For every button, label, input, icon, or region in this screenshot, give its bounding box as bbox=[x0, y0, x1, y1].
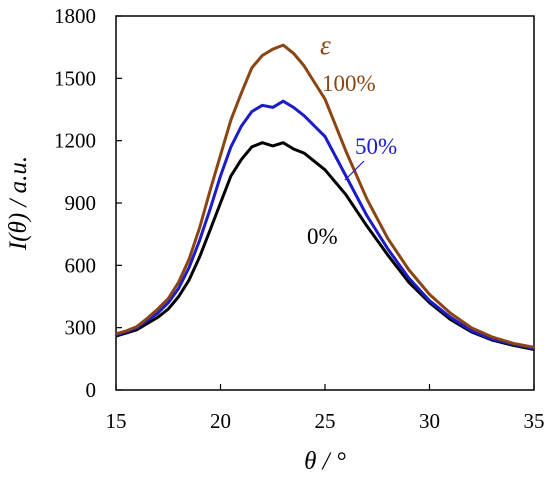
x-tick-label: 15 bbox=[106, 409, 127, 433]
y-axis-title: I(θ) / a.u. bbox=[5, 156, 32, 251]
series-line-0 bbox=[115, 141, 535, 351]
x-tick-label: 25 bbox=[315, 409, 336, 433]
series-label-100: 100% bbox=[322, 71, 376, 96]
y-tick-label: 900 bbox=[65, 191, 97, 215]
series-label-0: 0% bbox=[307, 224, 338, 249]
x-axis-ticks: 15 20 25 30 35 bbox=[106, 384, 545, 433]
series-label-50: 50% bbox=[355, 134, 397, 159]
y-tick-label: 300 bbox=[65, 316, 97, 340]
y-tick-label: 0 bbox=[86, 378, 97, 402]
y-axis-ticks: 0 300 600 900 1200 1500 1800 bbox=[54, 4, 122, 402]
x-axis-title: θ / ° bbox=[304, 448, 346, 475]
series-line-1 bbox=[115, 99, 535, 350]
y-tick-label: 1200 bbox=[54, 129, 96, 153]
series-line-2 bbox=[115, 43, 535, 349]
y-tick-label: 600 bbox=[65, 253, 97, 277]
x-tick-label: 30 bbox=[419, 409, 440, 433]
x-tick-label: 35 bbox=[524, 409, 545, 433]
legend-title: ε bbox=[320, 30, 331, 60]
y-tick-label: 1800 bbox=[54, 4, 96, 28]
series-label-50-leader bbox=[344, 160, 365, 181]
series-group bbox=[115, 43, 535, 351]
x-tick-label: 20 bbox=[210, 409, 231, 433]
y-tick-label: 1500 bbox=[54, 66, 96, 90]
